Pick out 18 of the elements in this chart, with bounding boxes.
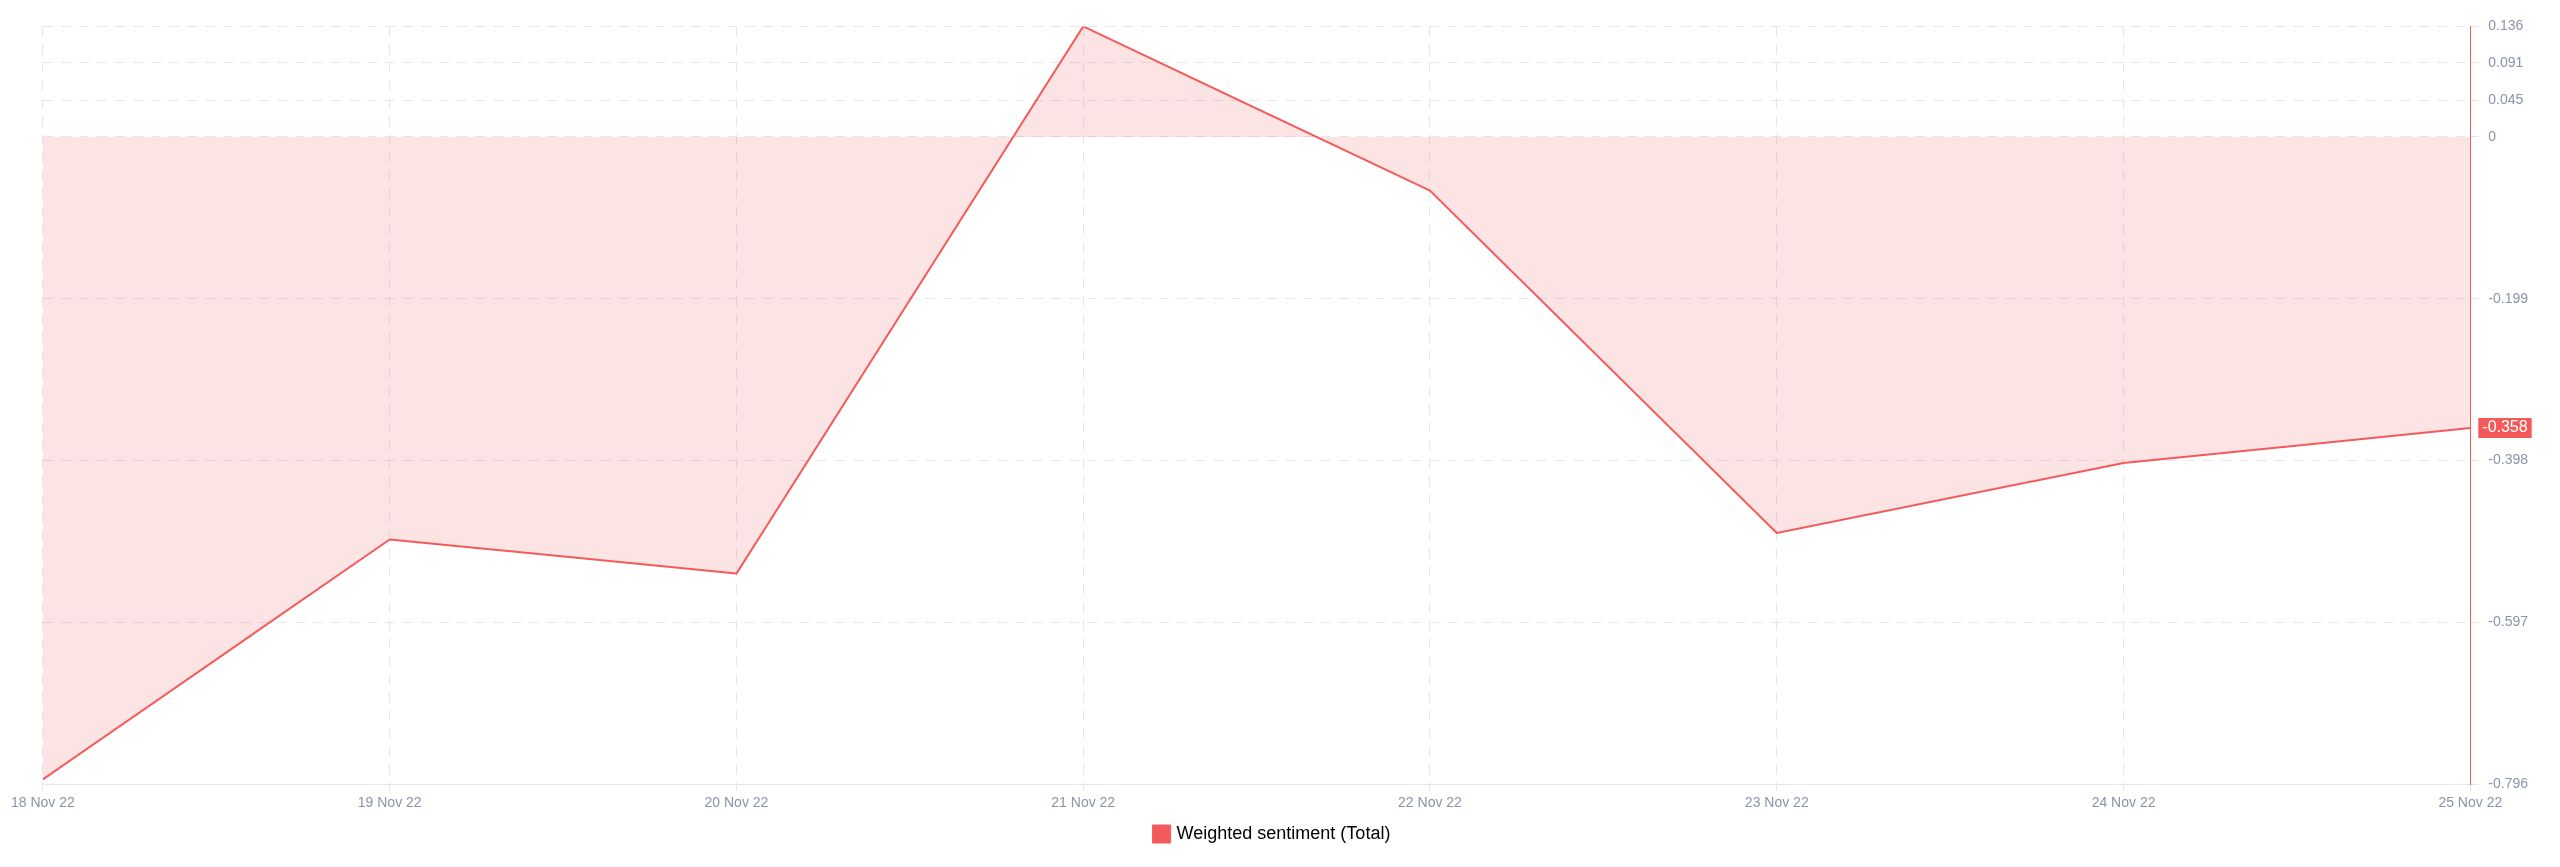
y-tick-label: 0.091 [2488,53,2524,70]
x-tick-label: 18 Nov 22 [11,794,76,811]
x-tick-label: 24 Nov 22 [2091,794,2156,811]
x-tick-label: 22 Nov 22 [1398,794,1463,811]
x-tick-label: 23 Nov 22 [1744,794,1809,811]
y-tick-label: -0.796 [2488,775,2529,792]
y-tick-label: -0.398 [2488,451,2529,468]
x-tick-label: 20 Nov 22 [704,794,769,811]
y-tick-label: -0.199 [2488,289,2529,306]
x-tick-label: 25 Nov 22 [2438,794,2503,811]
y-tick-label: 0 [2488,127,2497,144]
legend-label: Weighted sentiment (Total) [1176,822,1391,843]
y-tick-label: 0.045 [2488,91,2524,108]
y-tick-label: -0.597 [2488,613,2529,630]
annotation: -0.358 [2482,418,2528,436]
y-tick-label: 0.136 [2488,17,2524,34]
x-tick-label: 19 Nov 22 [357,794,422,811]
x-tick-label: 21 Nov 22 [1051,794,1116,811]
